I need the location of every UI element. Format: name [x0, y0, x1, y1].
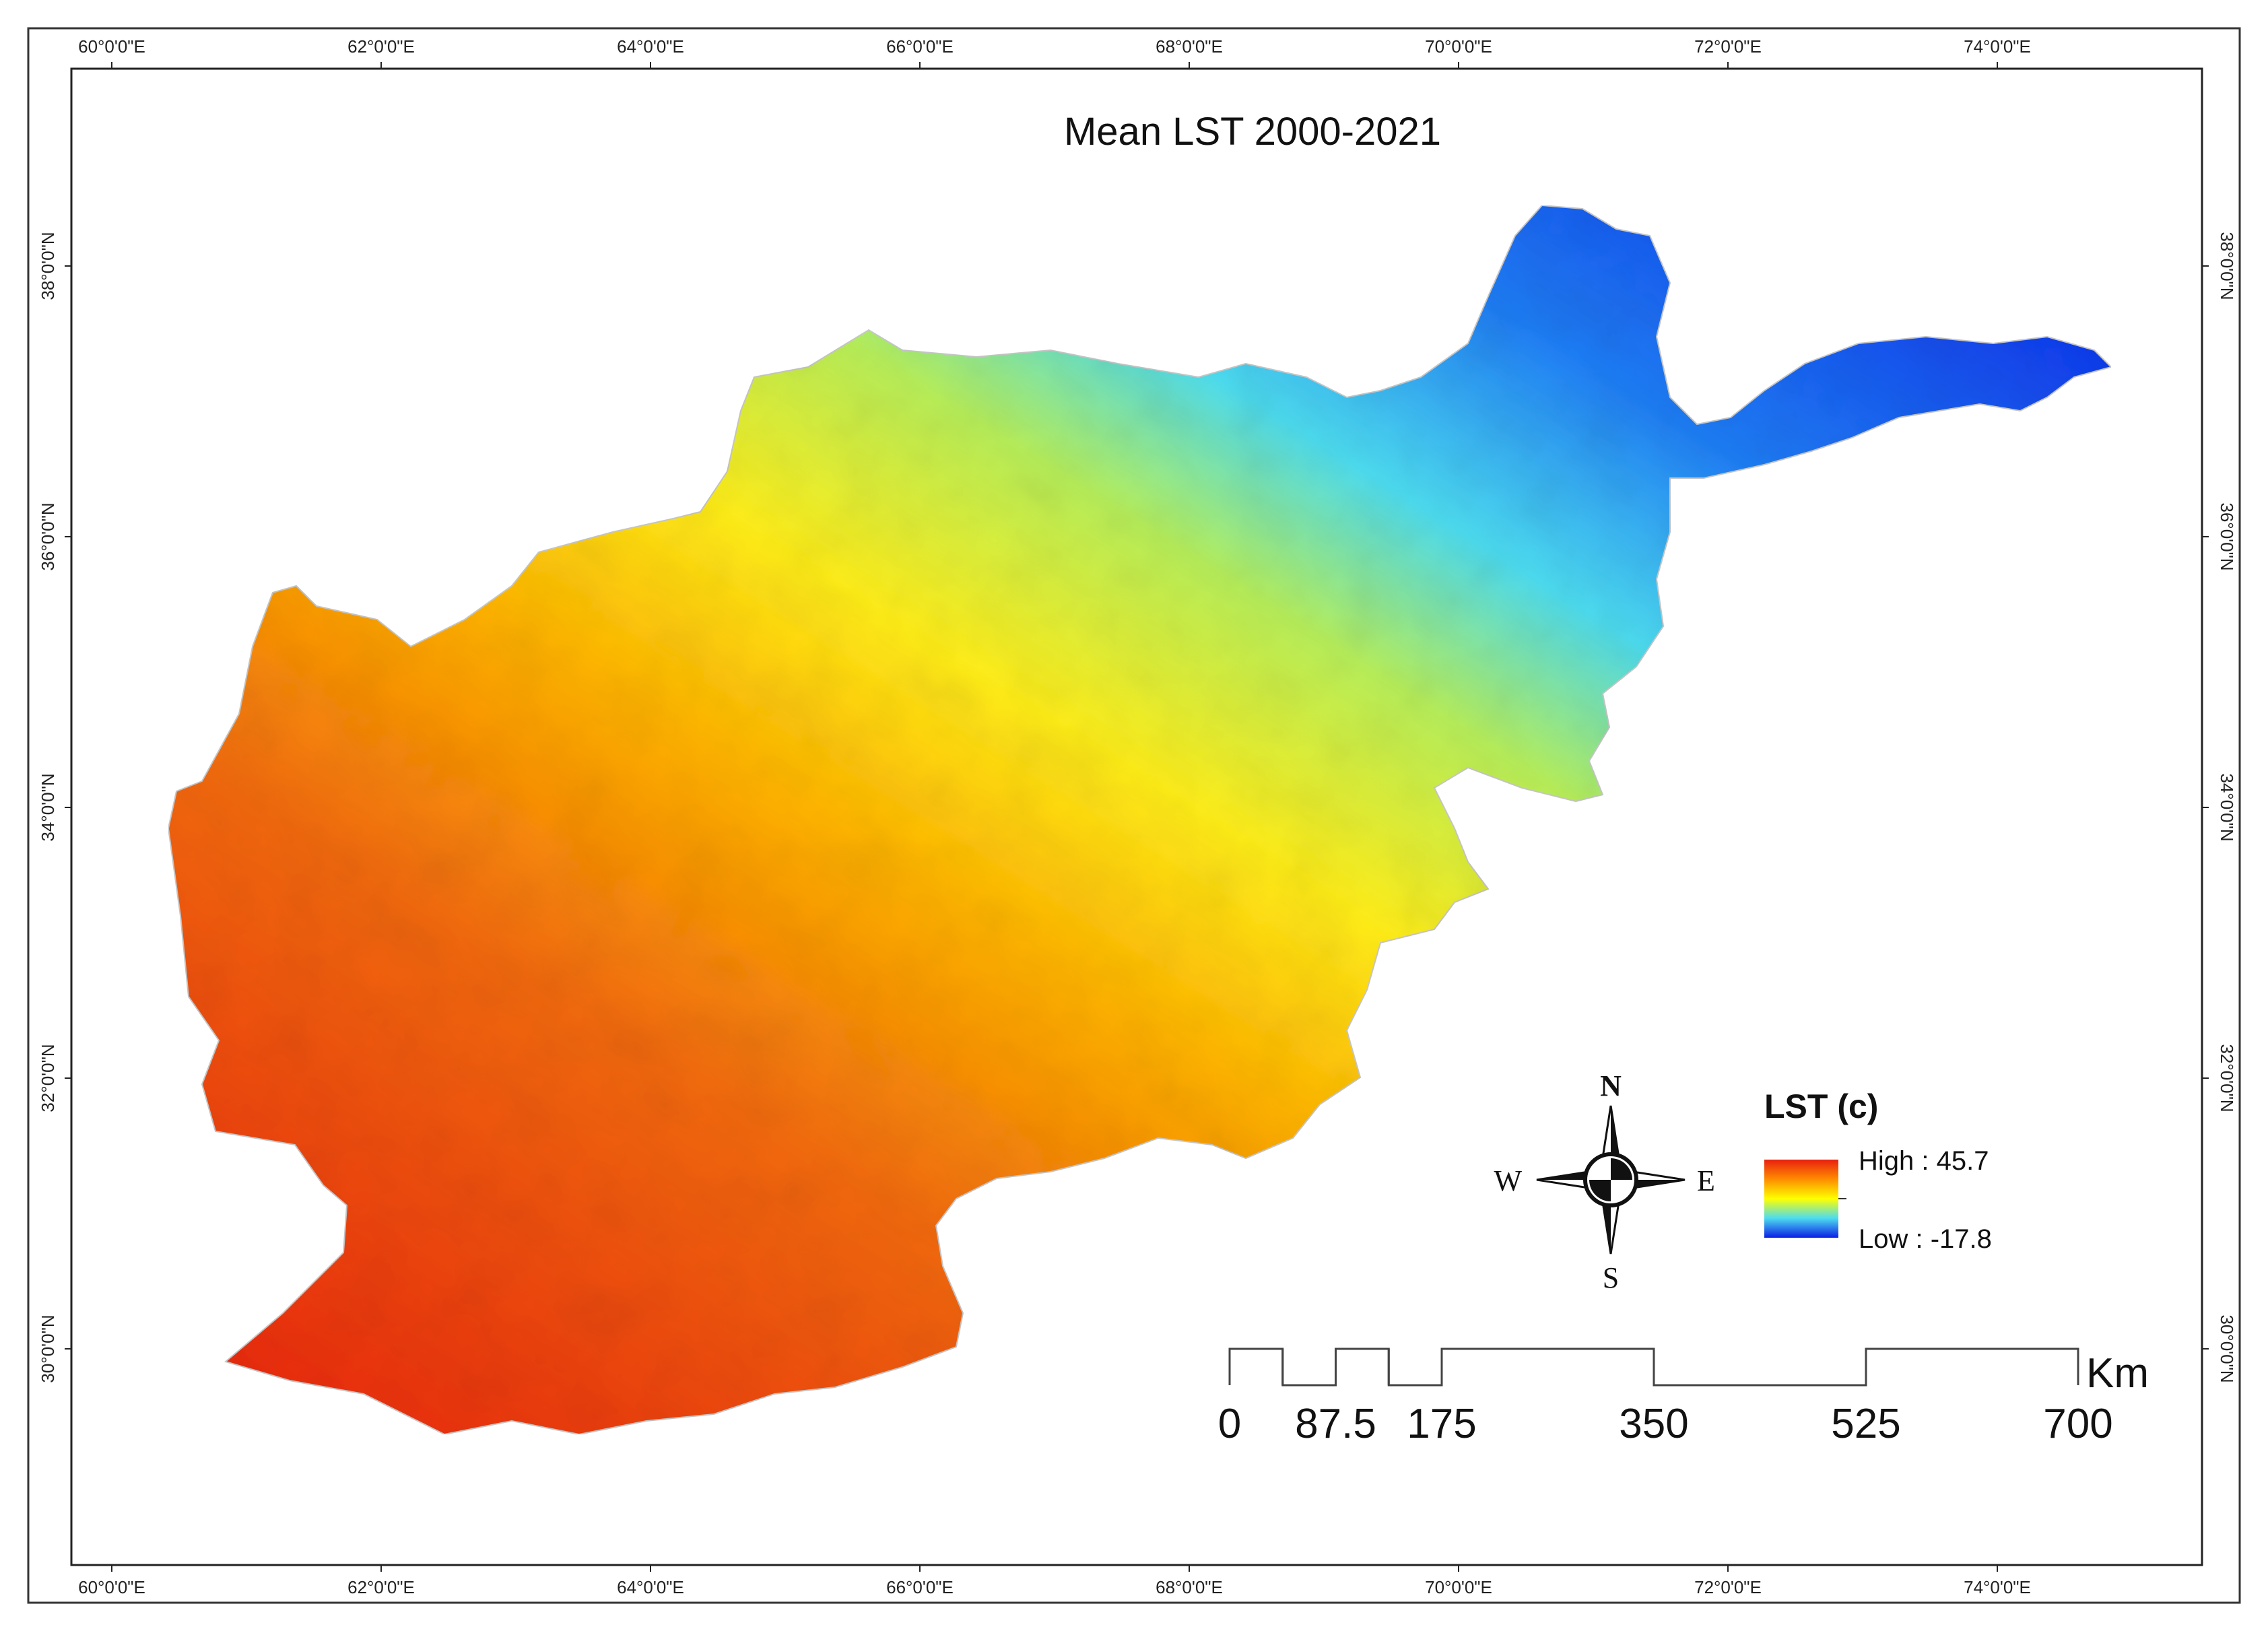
scale-bar-label: 700 [2043, 1401, 2112, 1447]
latitude-label-right: 32°0'0"N [2217, 1044, 2237, 1112]
longitude-label-top: 74°0'0"E [1964, 36, 2031, 57]
scale-bar-label: 175 [1407, 1401, 1476, 1447]
longitude-label-bottom: 66°0'0"E [886, 1577, 954, 1597]
afghanistan-shape [167, 204, 2112, 1436]
longitude-label-top: 66°0'0"E [886, 36, 954, 57]
longitude-label-top: 68°0'0"E [1156, 36, 1223, 57]
compass-south-label: S [1603, 1261, 1619, 1294]
latitude-label-left: 32°0'0"N [38, 1044, 58, 1112]
legend-low-label: Low : -17.8 [1859, 1224, 1992, 1254]
longitude-labels-bottom: 60°0'0"E 62°0'0"E 64°0'0"E 66°0'0"E 68°0'0"E… [78, 1565, 2031, 1597]
longitude-label-bottom: 72°0'0"E [1694, 1577, 1762, 1597]
longitude-label-bottom: 60°0'0"E [78, 1577, 145, 1597]
legend-high-label: High : 45.7 [1859, 1146, 1989, 1176]
latitude-labels-right: 38°0'0"N 36°0'0"N 34°0'0"N 32°0'0"N 30°0'0"N [2202, 232, 2237, 1383]
longitude-label-top: 70°0'0"E [1425, 36, 1492, 57]
compass-west-label: W [1494, 1164, 1522, 1197]
longitude-label-bottom: 62°0'0"E [347, 1577, 415, 1597]
latitude-label-right: 36°0'0"N [2217, 502, 2237, 570]
latitude-label-left: 34°0'0"N [38, 773, 58, 841]
longitude-label-top: 60°0'0"E [78, 36, 145, 57]
longitude-label-bottom: 70°0'0"E [1425, 1577, 1492, 1597]
compass-north-label: N [1600, 1069, 1622, 1102]
legend-title: LST (c) [1764, 1088, 1878, 1125]
longitude-label-bottom: 68°0'0"E [1156, 1577, 1223, 1597]
latitude-label-left: 36°0'0"N [38, 502, 58, 570]
longitude-label-top: 64°0'0"E [617, 36, 684, 57]
longitude-labels-top: 60°0'0"E 62°0'0"E 64°0'0"E 66°0'0"E 68°0'0"E… [78, 36, 2031, 69]
scale-bar-label: 525 [1831, 1401, 1900, 1447]
latitude-label-left: 30°0'0"N [38, 1314, 58, 1383]
longitude-label-top: 62°0'0"E [347, 36, 415, 57]
latitude-label-left: 38°0'0"N [38, 232, 58, 300]
longitude-label-bottom: 64°0'0"E [617, 1577, 684, 1597]
longitude-label-bottom: 74°0'0"E [1964, 1577, 2031, 1597]
latitude-label-right: 34°0'0"N [2217, 773, 2237, 841]
latitude-labels-left: 38°0'0"N 36°0'0"N 34°0'0"N 32°0'0"N 30°0'0"N [38, 232, 71, 1383]
country-raster [167, 204, 2112, 1436]
compass-rose: N S E W [1494, 1069, 1714, 1294]
map-title: Mean LST 2000-2021 [1064, 110, 1441, 154]
latitude-label-right: 38°0'0"N [2217, 232, 2237, 300]
latitude-label-right: 30°0'0"N [2217, 1314, 2237, 1383]
scale-bar-label: 87.5 [1295, 1401, 1376, 1447]
longitude-label-top: 72°0'0"E [1694, 36, 1762, 57]
scale-bar-label: 0 [1218, 1401, 1241, 1447]
legend: LST (c) High : 45.7 Low : -17.8 [1764, 1088, 1992, 1254]
outer-frame [27, 27, 2241, 1604]
compass-east-label: E [1697, 1164, 1715, 1197]
legend-color-ramp [1764, 1160, 1838, 1238]
scale-bar-unit: Km [2086, 1350, 2149, 1397]
scale-bar-label: 350 [1619, 1401, 1688, 1447]
